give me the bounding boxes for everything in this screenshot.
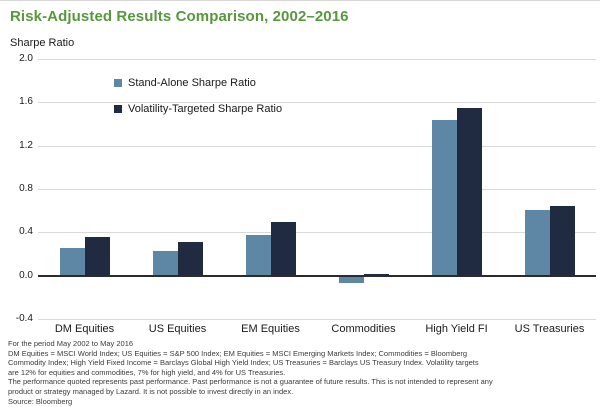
legend-label-voltargeted: Volatility-Targeted Sharpe Ratio bbox=[128, 103, 283, 115]
bar-standalone bbox=[245, 234, 271, 276]
footnote-disclaimer-1: The performance quoted represents past p… bbox=[8, 377, 493, 387]
category-label: EM Equities bbox=[241, 323, 300, 335]
bar-voltargeted bbox=[177, 242, 203, 276]
footnotes: For the period May 2002 to May 2016 DM E… bbox=[8, 339, 598, 406]
bar-standalone bbox=[59, 247, 85, 276]
bar-voltargeted bbox=[270, 221, 296, 276]
category-label: US Treasuries bbox=[514, 323, 585, 335]
legend-item-standalone: Stand-Alone Sharpe Ratio bbox=[114, 77, 282, 89]
voltargeted-series-swatch-icon bbox=[114, 105, 122, 113]
bar-standalone bbox=[152, 250, 178, 276]
legend-label-standalone: Stand-Alone Sharpe Ratio bbox=[128, 77, 256, 89]
gridline bbox=[38, 145, 596, 147]
y-tick-label: 2.0 bbox=[19, 53, 33, 64]
y-tick-label: 0.4 bbox=[19, 226, 33, 238]
category-label: Commodities bbox=[331, 323, 396, 335]
legend-item-voltargeted: Volatility-Targeted Sharpe Ratio bbox=[114, 103, 282, 115]
gridline bbox=[38, 232, 596, 234]
footnote-source: Source: Bloomberg bbox=[8, 396, 73, 406]
footnote-index-definitions-1: DM Equities = MSCI World Index; US Equit… bbox=[8, 348, 468, 358]
y-tick-label: 1.6 bbox=[19, 96, 33, 108]
plot-area bbox=[38, 59, 596, 320]
zero-axis-line bbox=[38, 274, 596, 277]
category-label: High Yield FI bbox=[425, 323, 488, 335]
bar-standalone bbox=[431, 119, 457, 276]
footnote-period: For the period May 2002 to May 2016 bbox=[8, 339, 134, 348]
bar-voltargeted bbox=[84, 236, 110, 276]
footnote-index-definitions-2: Commodity Index; High Yield Fixed Income… bbox=[8, 358, 479, 368]
gridline bbox=[38, 319, 596, 320]
y-tick-label: 1.2 bbox=[19, 139, 33, 151]
bar-standalone bbox=[338, 275, 364, 284]
category-label: DM Equities bbox=[54, 323, 115, 335]
gridline bbox=[38, 59, 596, 60]
standalone-series-swatch-icon bbox=[114, 79, 122, 87]
gridline bbox=[38, 189, 596, 190]
bar-voltargeted bbox=[363, 273, 389, 276]
y-tick-label: 0.8 bbox=[19, 183, 33, 194]
y-axis-unit-label: Sharpe Ratio bbox=[10, 37, 75, 49]
footnote-disclaimer-2: product or strategy managed by Lazard. I… bbox=[8, 386, 294, 396]
y-tick-label: -0.4 bbox=[15, 313, 33, 324]
category-label: US Equities bbox=[148, 323, 207, 335]
page-title: Risk-Adjusted Results Comparison, 2002–2… bbox=[10, 8, 349, 25]
footnote-index-definitions-3: are 12% for equities and commodities, 7%… bbox=[8, 367, 286, 377]
gridline bbox=[38, 102, 596, 104]
y-tick-label: 0.0 bbox=[19, 269, 33, 281]
legend: Stand-Alone Sharpe Ratio Volatility-Targ… bbox=[114, 77, 282, 129]
bar-voltargeted bbox=[456, 107, 482, 276]
bar-standalone bbox=[524, 209, 550, 276]
bar-voltargeted bbox=[549, 206, 575, 276]
